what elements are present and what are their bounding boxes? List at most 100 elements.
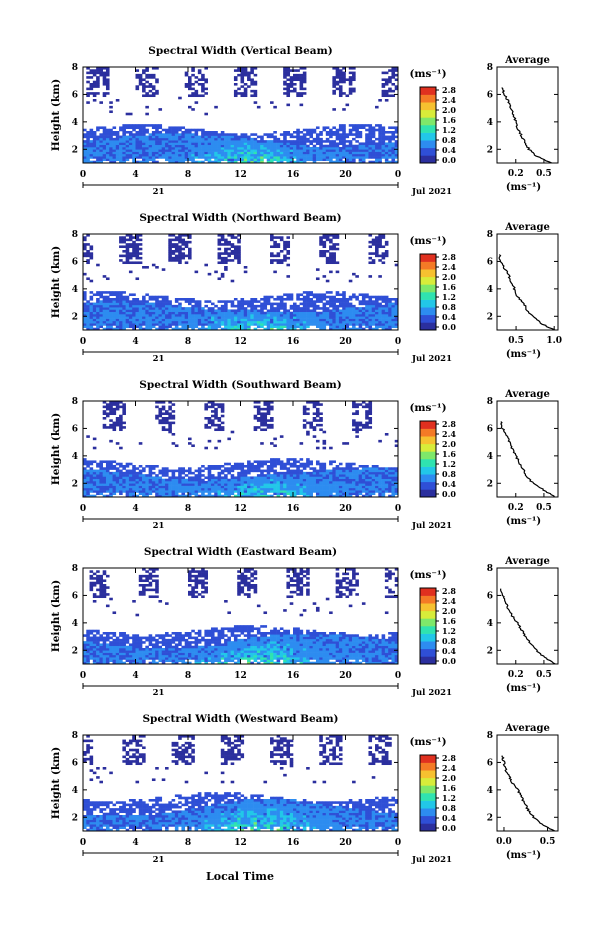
- heatmap-cell: [220, 252, 225, 255]
- heatmap-cell: [89, 487, 94, 491]
- heatmap-cell: [217, 492, 222, 496]
- heatmap-cell: [338, 151, 343, 155]
- heatmap-cell: [145, 67, 149, 70]
- heatmap-cell: [201, 490, 205, 493]
- heatmap-cell: [250, 78, 254, 82]
- heatmap-cell: [355, 156, 359, 159]
- heatmap-cell: [158, 295, 163, 299]
- heatmap-cell: [145, 135, 149, 139]
- heatmap-cell: [184, 316, 189, 319]
- heatmap-cell: [105, 478, 110, 482]
- heatmap-cell: [220, 256, 225, 260]
- heatmap-cell: [384, 327, 389, 331]
- heatmap-cell: [142, 85, 146, 88]
- heatmap-cell: [309, 316, 313, 319]
- heatmap-cell: [270, 101, 274, 104]
- heatmap-cell: [165, 151, 169, 155]
- heatmap-cell: [332, 160, 336, 164]
- heatmap-cell: [217, 153, 222, 157]
- heatmap-cell: [247, 476, 251, 480]
- heatmap-cell: [329, 252, 333, 255]
- heatmap-cell: [283, 83, 287, 86]
- heatmap-cell: [237, 323, 241, 326]
- heatmap-cell: [345, 314, 350, 317]
- heatmap-cell: [194, 80, 199, 84]
- heatmap-cell: [302, 485, 307, 489]
- heatmap-cell: [168, 469, 172, 473]
- heatmap-cell: [217, 494, 222, 498]
- heatmap-cell: [201, 149, 205, 152]
- heatmap-cell: [224, 314, 228, 317]
- heatmap-cell: [201, 76, 205, 79]
- heatmap-cell: [293, 474, 297, 477]
- heatmap-cell: [299, 144, 304, 148]
- heatmap-cell: [181, 158, 186, 162]
- heatmap-cell: [299, 309, 304, 313]
- heatmap-cell: [105, 309, 110, 313]
- heatmap-cell: [204, 483, 208, 486]
- heatmap-cell: [115, 327, 120, 331]
- heatmap-cell: [135, 318, 140, 322]
- heatmap-cell: [237, 142, 241, 146]
- heatmap-cell: [273, 325, 277, 329]
- heatmap-cell: [260, 469, 264, 473]
- heatmap-cell: [256, 417, 261, 420]
- heatmap-cell: [233, 245, 238, 249]
- heatmap-cell: [378, 135, 382, 139]
- heatmap-cell: [89, 311, 94, 315]
- heatmap-cell: [92, 481, 97, 484]
- heatmap-cell: [319, 293, 323, 297]
- heatmap-cell: [201, 133, 205, 136]
- heatmap-cell: [194, 469, 199, 473]
- heatmap-cell: [355, 490, 359, 493]
- heatmap-cell: [368, 485, 373, 489]
- heatmap-cell: [273, 492, 277, 496]
- heatmap-cell: [256, 412, 261, 416]
- heatmap-cell: [171, 156, 176, 159]
- heatmap-cell: [352, 316, 356, 319]
- heatmap-cell: [92, 293, 97, 297]
- heatmap-cell: [210, 314, 215, 317]
- heatmap-cell: [210, 142, 215, 146]
- heatmap-cell: [312, 307, 317, 310]
- heatmap-cell: [214, 318, 218, 322]
- heatmap-cell: [83, 247, 87, 251]
- heatmap-cell: [214, 158, 218, 162]
- heatmap-cell: [306, 490, 310, 493]
- heatmap-cell: [171, 147, 176, 150]
- heatmap-cell: [342, 314, 346, 317]
- heatmap-cell: [384, 309, 389, 313]
- heatmap-cell: [105, 295, 110, 299]
- heatmap-cell: [194, 153, 199, 157]
- heatmap-cell: [352, 156, 356, 159]
- heatmap-cell: [181, 160, 186, 164]
- heatmap-cell: [279, 259, 284, 262]
- heatmap-cell: [299, 142, 304, 146]
- heatmap-cell: [338, 492, 343, 496]
- heatmap-cell: [309, 494, 313, 498]
- heatmap-cell: [105, 476, 110, 480]
- heatmap-cell: [273, 147, 277, 150]
- heatmap-cell: [342, 149, 346, 152]
- heatmap-cell: [197, 147, 202, 150]
- heatmap-cell: [102, 494, 107, 498]
- heatmap-cell: [109, 293, 113, 297]
- heatmap-cell: [394, 85, 399, 88]
- heatmap-cell: [309, 318, 313, 322]
- heatmap-cell: [286, 298, 291, 301]
- heatmap-cell: [247, 320, 251, 324]
- heatmap-cell: [302, 471, 307, 475]
- heatmap-cell: [345, 494, 350, 498]
- heatmap-cell: [256, 314, 261, 317]
- avg-y-tick-label: 4: [487, 285, 493, 295]
- heatmap-cell: [352, 490, 356, 493]
- colorbar-tick-label: 2.0: [442, 272, 456, 282]
- heatmap-cell: [378, 483, 382, 486]
- heatmap-cell: [115, 142, 120, 146]
- heatmap-cell: [240, 474, 245, 477]
- heatmap-cell: [92, 304, 97, 308]
- heatmap-cell: [92, 135, 97, 139]
- heatmap-cell: [210, 316, 215, 319]
- heatmap-cell: [119, 238, 123, 242]
- heatmap-cell: [181, 311, 186, 315]
